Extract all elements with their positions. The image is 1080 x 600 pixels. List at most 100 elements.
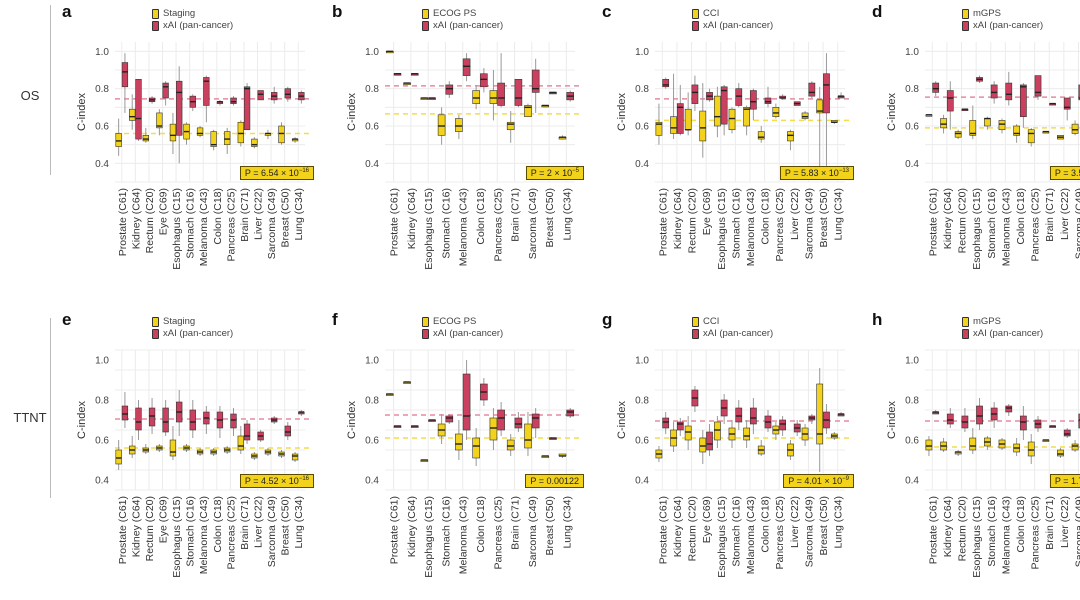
x-tick-label: Esophagus (C15) bbox=[971, 496, 983, 578]
box-body bbox=[1013, 125, 1020, 136]
legend-swatch bbox=[962, 21, 969, 31]
y-tick-label: 0.8 bbox=[95, 396, 109, 407]
p-value-text: P = 0.00122 bbox=[530, 476, 579, 486]
box-body bbox=[735, 88, 743, 106]
y-tick-label: 0.6 bbox=[95, 436, 109, 447]
p-value-badge: P = 4.52 × 10−16 bbox=[239, 474, 314, 488]
box-body bbox=[969, 120, 977, 136]
panel-f: f ECOG PS xAI (pan-cancer) 0.4 0.6 0.8 1.0 C-in… bbox=[330, 310, 590, 600]
legend-swatch bbox=[692, 329, 699, 339]
x-tick-label: Brain (C71) bbox=[1044, 188, 1056, 242]
x-tick-label: Colon (C18) bbox=[475, 188, 487, 245]
y-tick-label: 1.0 bbox=[365, 356, 379, 367]
x-tick-label: Esophagus (C15) bbox=[971, 188, 983, 270]
x-tick-label: Breast (C50) bbox=[544, 188, 556, 248]
box-body bbox=[1071, 123, 1079, 134]
box-body bbox=[257, 90, 264, 101]
panel-b: b ECOG PS xAI (pan-cancer) 0.4 0.6 0.8 1.0 C-in… bbox=[330, 2, 590, 292]
x-tick-label: Stomach (C16) bbox=[185, 496, 197, 567]
x-tick-label: Brain (C71) bbox=[239, 188, 251, 242]
legend-swatch bbox=[152, 21, 159, 31]
x-tick-label: Prostate (C61) bbox=[657, 188, 669, 256]
x-tick-label: Eye (C69) bbox=[158, 188, 170, 235]
x-tick-label: Breast (C50) bbox=[818, 188, 830, 248]
x-tick-label: Prostate (C61) bbox=[389, 188, 401, 256]
y-tick-label: 1.0 bbox=[365, 47, 379, 58]
x-tick-label: Lung (C34) bbox=[833, 496, 845, 549]
x-tick-label: Lung (C34) bbox=[561, 188, 573, 241]
legend-item: xAI (pan-cancer) bbox=[152, 20, 233, 32]
x-tick-label: Pancreas (C25) bbox=[1030, 188, 1042, 262]
box-body bbox=[115, 133, 122, 147]
box-body bbox=[684, 108, 692, 131]
box-body bbox=[714, 95, 721, 127]
box-body bbox=[728, 108, 736, 131]
box-body bbox=[115, 449, 122, 465]
legend-label: Staging bbox=[163, 8, 196, 19]
box-body bbox=[489, 417, 498, 441]
x-tick-label: Brain (C71) bbox=[510, 496, 522, 550]
y-tick-label: 0.6 bbox=[905, 122, 919, 133]
x-tick-label: Lung (C34) bbox=[833, 188, 845, 241]
p-value-text: P = 2 × 10 bbox=[530, 168, 573, 178]
x-tick-label: Stomach (C16) bbox=[185, 188, 197, 259]
x-tick-label: Sarcoma (C49) bbox=[266, 496, 278, 567]
y-tick-label: 0.4 bbox=[905, 159, 919, 170]
box-body bbox=[743, 107, 750, 127]
box-body bbox=[714, 421, 721, 441]
x-tick-label: Breast (C50) bbox=[818, 496, 830, 556]
legend-label: Staging bbox=[163, 316, 196, 327]
box-body bbox=[210, 131, 217, 147]
box-body bbox=[976, 405, 983, 425]
box-body bbox=[437, 114, 446, 136]
legend-label: CCI bbox=[703, 8, 720, 19]
x-tick-label: Sarcoma (C49) bbox=[527, 496, 539, 567]
box-body bbox=[735, 407, 743, 423]
legend-label: xAI (pan-cancer) bbox=[703, 20, 774, 31]
x-tick-label: Stomach (C16) bbox=[986, 496, 998, 567]
y-tick-label: 0.4 bbox=[365, 159, 379, 170]
x-tick-label: Sarcoma (C49) bbox=[803, 188, 815, 259]
box-body bbox=[998, 120, 1006, 131]
x-tick-label: Colon (C18) bbox=[475, 496, 487, 553]
x-tick-label: Colon (C18) bbox=[1015, 496, 1027, 553]
box-body bbox=[743, 427, 750, 441]
row-divider-os bbox=[50, 5, 51, 175]
legend-swatch bbox=[962, 317, 969, 327]
y-tick-label: 0.6 bbox=[905, 436, 919, 447]
x-tick-label: Sarcoma (C49) bbox=[266, 188, 278, 259]
y-tick-label: 0.4 bbox=[635, 159, 649, 170]
box-body bbox=[445, 415, 454, 423]
box-body bbox=[278, 125, 285, 144]
box-body bbox=[772, 107, 780, 117]
x-tick-label: Prostate (C61) bbox=[927, 188, 939, 256]
legend-item: xAI (pan-cancer) bbox=[962, 20, 1043, 32]
x-tick-label: Melanoma (C43) bbox=[198, 496, 210, 574]
x-tick-label: Sarcoma (C49) bbox=[1073, 188, 1080, 259]
x-tick-label: Eye (C69) bbox=[158, 496, 170, 543]
p-value-text: P = 3.55 × 10 bbox=[1054, 168, 1080, 178]
box-body bbox=[514, 79, 523, 106]
y-tick-label: 1.0 bbox=[95, 47, 109, 58]
x-tick-label: Melanoma (C43) bbox=[745, 496, 757, 574]
x-tick-label: Lung (C34) bbox=[293, 188, 305, 241]
box-body bbox=[243, 423, 251, 441]
x-tick-label: Pancreas (C25) bbox=[1030, 496, 1042, 570]
y-tick-label: 0.6 bbox=[635, 122, 649, 133]
box-body bbox=[148, 407, 156, 427]
box-body bbox=[676, 103, 684, 134]
legend-label: CCI bbox=[703, 316, 720, 327]
y-tick-label: 0.6 bbox=[365, 122, 379, 133]
box-body bbox=[230, 97, 237, 104]
x-tick-label: Prostate (C61) bbox=[657, 496, 669, 564]
legend-swatch bbox=[962, 329, 969, 339]
box-body bbox=[445, 84, 454, 95]
y-tick-label: 0.6 bbox=[635, 436, 649, 447]
y-tick-label: 1.0 bbox=[635, 356, 649, 367]
x-tick-label: Esophagus (C15) bbox=[716, 496, 728, 578]
x-tick-label: Rectum (C20) bbox=[687, 496, 699, 561]
y-tick-label: 0.4 bbox=[635, 476, 649, 487]
legend-label: xAI (pan-cancer) bbox=[433, 328, 504, 339]
box-body bbox=[142, 135, 149, 142]
legend-swatch bbox=[422, 317, 429, 327]
